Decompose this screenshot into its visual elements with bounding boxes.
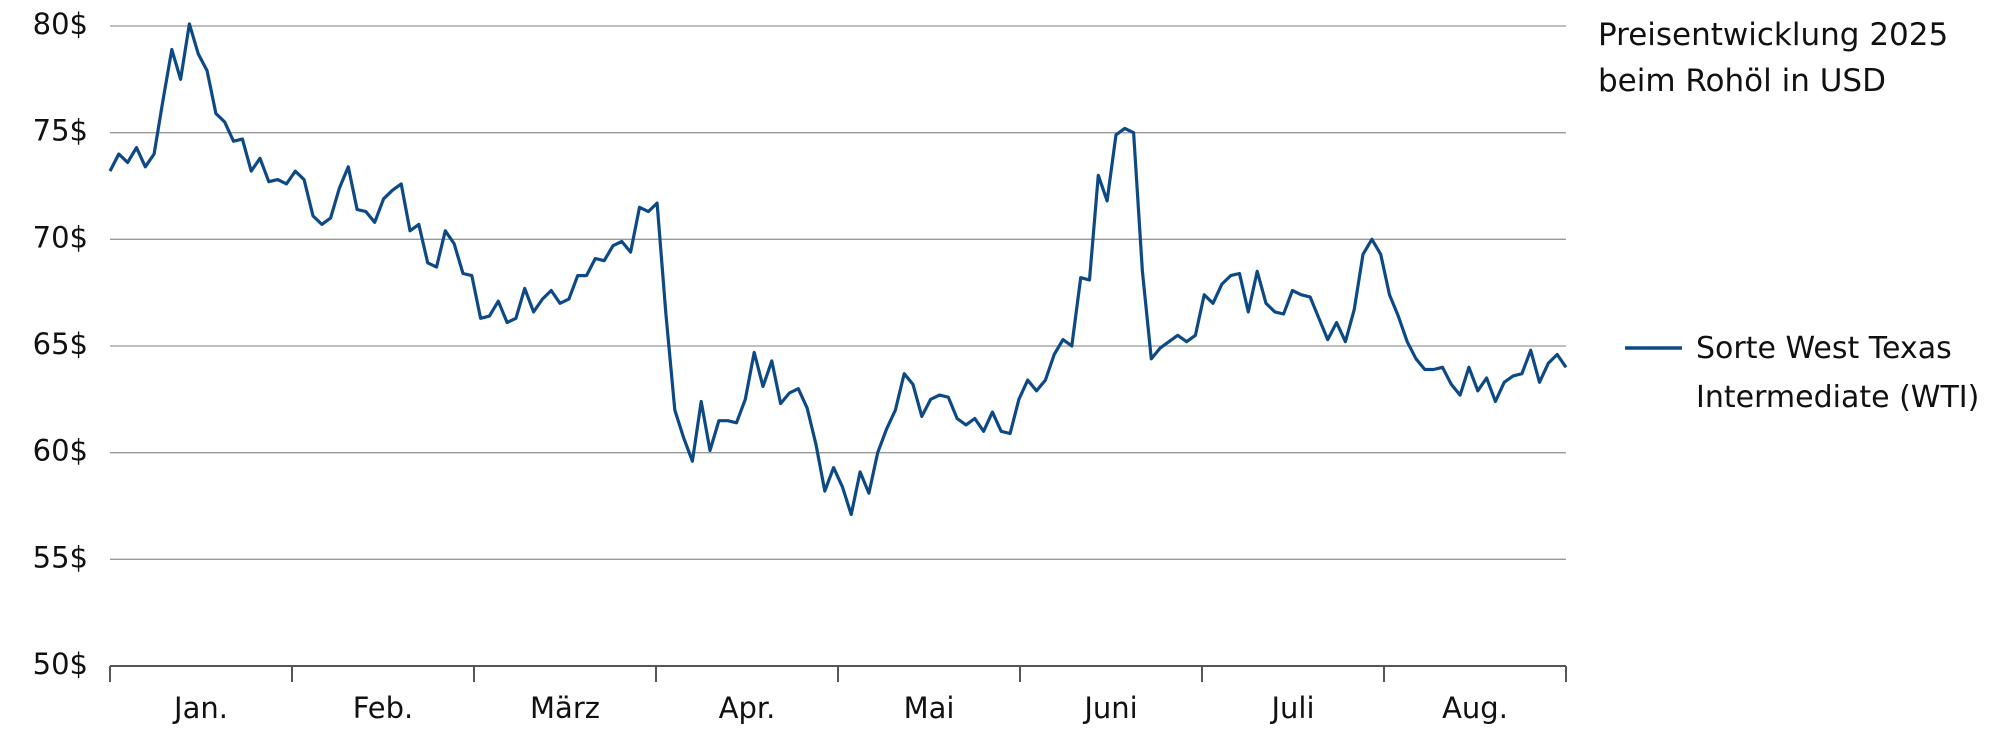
- x-tick-label: März: [530, 691, 600, 725]
- y-tick-label: 75$: [33, 114, 88, 148]
- x-tick-label: Feb.: [353, 691, 414, 725]
- y-tick-label: 80$: [33, 7, 88, 41]
- x-tick-label: Aug.: [1442, 691, 1508, 725]
- x-tick-label: Juni: [1082, 691, 1137, 725]
- chart-title: Preisentwicklung 2025 beim Rohöl in USD: [1598, 17, 1949, 99]
- y-tick-label: 50$: [33, 647, 88, 681]
- x-tick-label: Mai: [904, 691, 955, 725]
- y-tick-label: 70$: [33, 220, 88, 254]
- y-tick-label: 55$: [33, 540, 88, 574]
- x-tick-label: Juli: [1269, 691, 1314, 725]
- legend-label: Sorte West Texas Intermediate (WTI): [1696, 331, 1980, 415]
- x-tick-label: Jan.: [172, 691, 228, 725]
- x-tick-label: Apr.: [719, 691, 776, 725]
- y-tick-label: 60$: [33, 434, 88, 468]
- y-tick-label: 65$: [33, 327, 88, 361]
- series-line: [108, 22, 1568, 517]
